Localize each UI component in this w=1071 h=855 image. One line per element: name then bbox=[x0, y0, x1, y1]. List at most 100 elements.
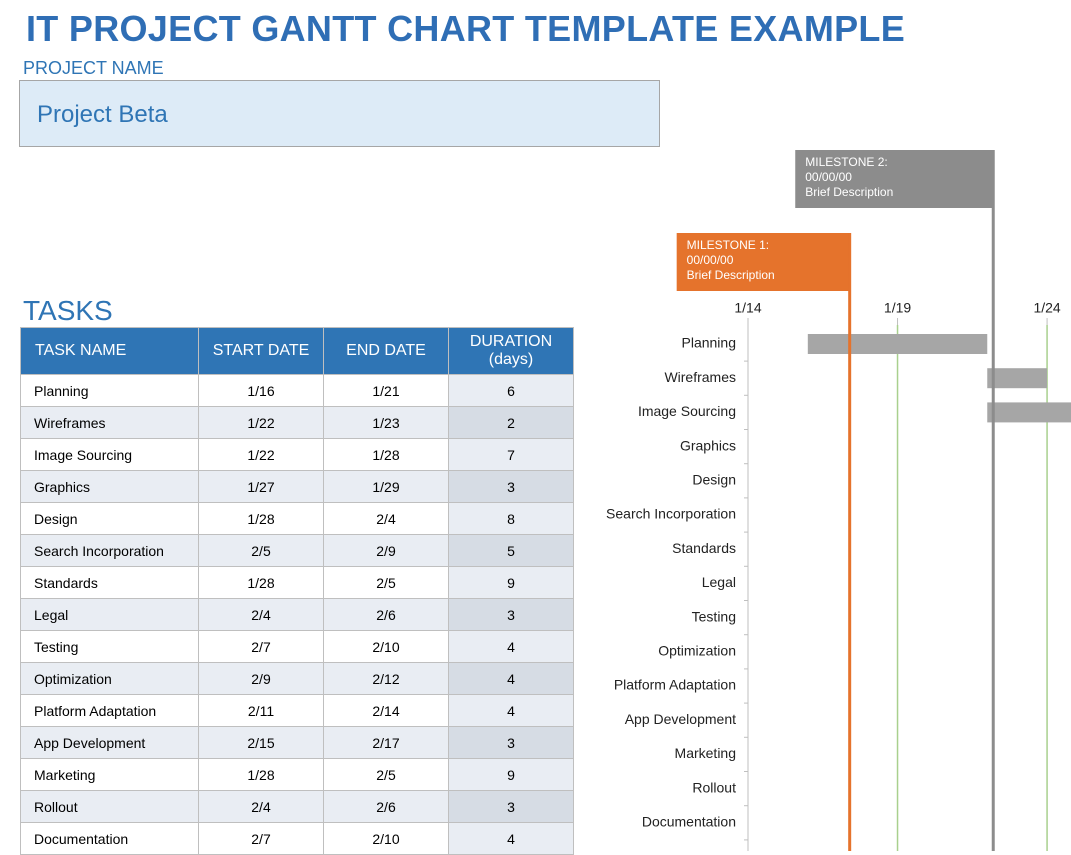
table-cell: 2/5 bbox=[198, 534, 324, 567]
milestone-description: Brief Description bbox=[687, 268, 775, 282]
project-name: Project Beta bbox=[37, 101, 168, 128]
milestone-date: 00/00/00 bbox=[687, 253, 734, 267]
table-cell: Image Sourcing bbox=[20, 438, 199, 471]
milestone-title: MILESTONE 1: bbox=[687, 238, 769, 252]
table-row: Wireframes 1/22 1/23 2 bbox=[20, 406, 574, 439]
table-cell: 2/7 bbox=[198, 822, 324, 855]
table-cell: 1/16 bbox=[198, 374, 324, 407]
task-label: Marketing bbox=[675, 745, 736, 761]
table-cell: 2/17 bbox=[323, 726, 449, 759]
table-cell: 3 bbox=[448, 598, 574, 631]
table-cell: 4 bbox=[448, 662, 574, 695]
table-cell: Planning bbox=[20, 374, 199, 407]
table-row: Testing 2/7 2/10 4 bbox=[20, 630, 574, 663]
project-name-box: Project Beta bbox=[19, 80, 660, 147]
task-label: Wireframes bbox=[664, 369, 736, 385]
table-cell: 1/27 bbox=[198, 470, 324, 503]
x-tick-label: 1/24 bbox=[1033, 300, 1060, 316]
tasks-label: TASKS bbox=[23, 295, 113, 326]
title: IT PROJECT GANTT CHART TEMPLATE EXAMPLE bbox=[26, 8, 906, 49]
milestone-description: Brief Description bbox=[805, 185, 893, 199]
table-cell: 2/4 bbox=[198, 790, 324, 823]
table-cell: 2/9 bbox=[198, 662, 324, 695]
table-row: Documentation 2/7 2/10 4 bbox=[20, 822, 574, 855]
table-cell: 1/22 bbox=[198, 438, 324, 471]
table-row: Marketing 1/28 2/5 9 bbox=[20, 758, 574, 791]
x-tick-label: 1/14 bbox=[734, 300, 761, 316]
table-row: Image Sourcing 1/22 1/28 7 bbox=[20, 438, 574, 471]
table-cell: 3 bbox=[448, 726, 574, 759]
column-header: END DATE bbox=[323, 327, 449, 375]
table-cell: 2/14 bbox=[323, 694, 449, 727]
table-cell: Marketing bbox=[20, 758, 199, 791]
table-cell: 8 bbox=[448, 502, 574, 535]
table-cell: 1/28 bbox=[323, 438, 449, 471]
table-cell: 5 bbox=[448, 534, 574, 567]
table-row: App Development 2/15 2/17 3 bbox=[20, 726, 574, 759]
table-cell: 2 bbox=[448, 406, 574, 439]
milestone-box bbox=[795, 150, 994, 208]
table-cell: 2/10 bbox=[323, 630, 449, 663]
task-label: Documentation bbox=[642, 814, 736, 830]
task-table: TASK NAME START DATE END DATE DURATION (day… bbox=[20, 327, 574, 855]
task-label: Design bbox=[692, 472, 736, 488]
table-row: Standards 1/28 2/5 9 bbox=[20, 566, 574, 599]
task-bar bbox=[807, 334, 988, 354]
task-bar bbox=[987, 402, 1071, 423]
x-tick-label: 1/19 bbox=[884, 300, 911, 316]
table-cell: 1/23 bbox=[323, 406, 449, 439]
table-cell: Testing bbox=[20, 630, 199, 663]
milestone-title: MILESTONE 2: bbox=[805, 155, 887, 169]
task-label: Image Sourcing bbox=[638, 403, 736, 419]
table-cell: 1/28 bbox=[198, 758, 324, 791]
table-cell: 2/6 bbox=[323, 598, 449, 631]
table-cell: 2/6 bbox=[323, 790, 449, 823]
table-cell: 2/10 bbox=[323, 822, 449, 855]
table-row: Graphics 1/27 1/29 3 bbox=[20, 470, 574, 503]
table-row: Optimization 2/9 2/12 4 bbox=[20, 662, 574, 695]
task-label: Planning bbox=[682, 335, 737, 351]
table-cell: Optimization bbox=[20, 662, 199, 695]
column-header: START DATE bbox=[198, 327, 324, 375]
table-cell: 1/28 bbox=[198, 502, 324, 535]
task-label: Standards bbox=[672, 540, 736, 556]
table-row: Rollout 2/4 2/6 3 bbox=[20, 790, 574, 823]
column-header: TASK NAME bbox=[20, 327, 199, 375]
task-label: Legal bbox=[702, 574, 736, 590]
table-cell: Platform Adaptation bbox=[20, 694, 199, 727]
table-cell: Legal bbox=[20, 598, 199, 631]
table-cell: 2/5 bbox=[323, 566, 449, 599]
table-cell: 7 bbox=[448, 438, 574, 471]
table-cell: Search Incorporation bbox=[20, 534, 199, 567]
task-label: Search Incorporation bbox=[606, 506, 736, 522]
table-row: Legal 2/4 2/6 3 bbox=[20, 598, 574, 631]
table-cell: 1/22 bbox=[198, 406, 324, 439]
table-cell: Wireframes bbox=[20, 406, 199, 439]
task-label: Platform Adaptation bbox=[614, 677, 736, 693]
table-cell: 1/29 bbox=[323, 470, 449, 503]
table-cell: 2/15 bbox=[198, 726, 324, 759]
table-cell: 9 bbox=[448, 758, 574, 791]
table-cell: 2/5 bbox=[323, 758, 449, 791]
table-cell: 4 bbox=[448, 694, 574, 727]
table-cell: App Development bbox=[20, 726, 199, 759]
task-label: Optimization bbox=[658, 643, 736, 659]
milestone-date: 00/00/00 bbox=[805, 170, 852, 184]
task-bar bbox=[987, 368, 1048, 389]
table-cell: Graphics bbox=[20, 470, 199, 503]
table-row: Platform Adaptation 2/11 2/14 4 bbox=[20, 694, 574, 727]
table-cell: Documentation bbox=[20, 822, 199, 855]
project-name-label: PROJECT NAME bbox=[23, 58, 164, 78]
table-cell: 2/12 bbox=[323, 662, 449, 695]
table-cell: Design bbox=[20, 502, 199, 535]
task-label: Rollout bbox=[692, 779, 736, 795]
table-cell: 3 bbox=[448, 790, 574, 823]
task-label: Graphics bbox=[680, 437, 736, 453]
task-label: Testing bbox=[692, 608, 736, 624]
table-cell: 9 bbox=[448, 566, 574, 599]
table-cell: 4 bbox=[448, 630, 574, 663]
milestone-box bbox=[676, 233, 850, 291]
table-cell: Standards bbox=[20, 566, 199, 599]
task-label: App Development bbox=[625, 711, 736, 727]
